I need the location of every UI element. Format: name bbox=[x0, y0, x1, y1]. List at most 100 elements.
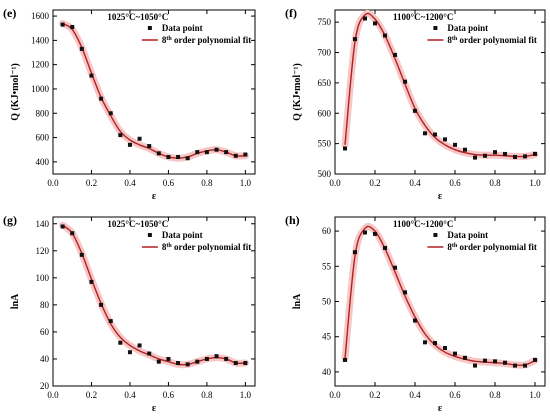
y-axis-label: lnA bbox=[10, 293, 21, 309]
x-tick-label: 0.2 bbox=[86, 178, 97, 188]
chart-panel-2: 0.0 0.2 0.4 0.6 0.8 1.0 500 550 600 650 700 750 ε Q (… bbox=[285, 6, 546, 202]
data-point bbox=[493, 150, 497, 155]
data-point bbox=[393, 52, 397, 57]
x-tick-label: 0.6 bbox=[163, 178, 175, 188]
data-point bbox=[224, 150, 229, 155]
data-point bbox=[483, 153, 487, 158]
data-point bbox=[393, 265, 397, 270]
data-point bbox=[363, 16, 367, 21]
x-tick-label: 0.8 bbox=[489, 178, 501, 188]
y-tick-label: 40 bbox=[40, 354, 50, 364]
data-point bbox=[463, 355, 467, 360]
legend-marker-data bbox=[147, 26, 152, 30]
data-point bbox=[204, 150, 209, 155]
x-tick-label: 1.0 bbox=[240, 390, 252, 400]
y-tick-label: 650 bbox=[318, 78, 332, 88]
data-point bbox=[233, 153, 238, 158]
chart-title: 1100°C~1200°C bbox=[393, 219, 453, 229]
y-tick-label: 45 bbox=[322, 332, 332, 342]
data-point bbox=[483, 358, 487, 363]
y-tick-label: 600 bbox=[318, 108, 332, 118]
data-point bbox=[533, 357, 537, 362]
y-axis-label: Q (KJ•mol⁻¹) bbox=[292, 63, 303, 121]
y-tick-label: 20 bbox=[40, 381, 50, 391]
data-point bbox=[99, 302, 104, 307]
x-axis-label: ε bbox=[438, 403, 443, 414]
data-point bbox=[89, 73, 94, 78]
data-point bbox=[60, 22, 65, 27]
data-point bbox=[433, 132, 437, 137]
x-tick-label: 0.6 bbox=[449, 178, 461, 188]
y-axis-label: lnA bbox=[292, 293, 303, 309]
data-point bbox=[118, 133, 123, 138]
x-tick-label: 1.0 bbox=[529, 178, 541, 188]
data-point bbox=[185, 362, 190, 367]
y-tick-label: 140 bbox=[36, 219, 50, 229]
x-tick-label: 0.2 bbox=[86, 390, 97, 400]
data-point bbox=[89, 279, 94, 284]
x-axis-label: ε bbox=[438, 191, 443, 202]
data-point bbox=[195, 150, 200, 155]
data-point bbox=[99, 96, 104, 101]
y-tick-label: 700 bbox=[318, 48, 332, 58]
y-tick-label: 1400 bbox=[31, 35, 50, 45]
data-point bbox=[513, 154, 517, 159]
y-tick-label: 100 bbox=[36, 273, 50, 283]
data-point bbox=[533, 151, 537, 156]
data-point bbox=[463, 147, 467, 152]
chart-panel-3: 0.0 0.2 0.4 0.6 0.8 1.0 20 40 60 80 100 120 140 ε lnA (… bbox=[3, 213, 256, 414]
data-point bbox=[156, 359, 161, 364]
chart-panel-4: 0.0 0.2 0.4 0.6 0.8 1.0 40 45 50 55 60 ε lnA (h) 1100°… bbox=[285, 213, 546, 414]
x-tick-label: 0.4 bbox=[409, 178, 421, 188]
data-point bbox=[79, 46, 84, 51]
data-point bbox=[433, 341, 437, 346]
legend-marker-data bbox=[433, 26, 438, 30]
y-tick-label: 1200 bbox=[31, 60, 50, 70]
data-point bbox=[383, 245, 387, 250]
data-point bbox=[79, 252, 84, 257]
y-tick-label: 40 bbox=[322, 367, 332, 377]
data-point bbox=[493, 359, 497, 364]
data-point bbox=[166, 356, 171, 361]
x-axis-label: ε bbox=[152, 403, 157, 414]
x-tick-label: 0.0 bbox=[329, 178, 341, 188]
data-point bbox=[70, 25, 75, 30]
panel-label: (f) bbox=[285, 6, 297, 20]
legend-label-data: Data point bbox=[447, 230, 488, 240]
data-point bbox=[166, 154, 171, 159]
x-tick-label: 0.8 bbox=[201, 178, 213, 188]
data-point bbox=[204, 356, 209, 361]
x-tick-label: 0.4 bbox=[409, 390, 421, 400]
x-axis-label: ε bbox=[152, 191, 157, 202]
data-point bbox=[443, 137, 447, 142]
y-tick-label: 600 bbox=[36, 133, 50, 143]
data-point bbox=[127, 350, 132, 355]
y-tick-label: 400 bbox=[36, 157, 50, 167]
data-point bbox=[443, 345, 447, 350]
data-point bbox=[423, 131, 427, 136]
data-point bbox=[473, 155, 477, 160]
data-point bbox=[224, 356, 229, 361]
x-tick-label: 0.6 bbox=[163, 390, 175, 400]
data-point bbox=[373, 21, 377, 26]
data-point bbox=[108, 319, 113, 324]
x-tick-label: 0.4 bbox=[124, 390, 136, 400]
data-point bbox=[353, 37, 357, 42]
y-tick-label: 50 bbox=[322, 297, 332, 307]
chart-title: 1025°C~1050°C bbox=[107, 12, 168, 22]
y-axis-label: Q (KJ•mol⁻¹) bbox=[10, 63, 21, 121]
data-point bbox=[353, 250, 357, 255]
data-point bbox=[523, 363, 527, 368]
plot-frame bbox=[52, 216, 256, 387]
plot-frame bbox=[334, 9, 546, 175]
panel-label: (h) bbox=[285, 213, 300, 227]
data-point bbox=[453, 142, 457, 147]
data-point bbox=[383, 33, 387, 38]
y-tick-label: 550 bbox=[318, 139, 332, 149]
data-point bbox=[60, 224, 65, 229]
chart-title: 1100°C~1200°C bbox=[393, 12, 453, 22]
data-point bbox=[108, 111, 113, 116]
legend-marker-data bbox=[433, 233, 438, 237]
panel-label: (e) bbox=[3, 6, 16, 20]
chart-panel-1: 0.0 0.2 0.4 0.6 0.8 1.0 400 600 800 1000 1200 1400 1… bbox=[3, 6, 256, 202]
